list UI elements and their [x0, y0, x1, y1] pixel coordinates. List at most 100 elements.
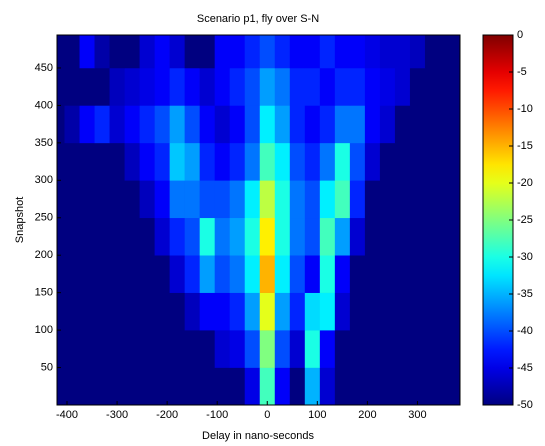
heatmap-cell	[124, 292, 140, 331]
heatmap-cell	[184, 105, 200, 144]
heatmap-cell	[229, 180, 246, 219]
heatmap-cell	[454, 67, 460, 106]
heatmap-cell	[349, 180, 366, 219]
heatmap-cell	[109, 367, 125, 405]
heatmap-cell	[64, 367, 80, 405]
heatmap-cell	[349, 330, 366, 368]
heatmap-cell	[94, 105, 110, 144]
heatmap-cell	[64, 292, 80, 331]
heatmap-cell	[319, 367, 336, 405]
heatmap-cell	[184, 217, 200, 256]
colorbar-tick-label: -15	[517, 140, 533, 152]
heatmap-cell	[379, 367, 396, 405]
heatmap-cell	[319, 180, 336, 219]
heatmap-cell	[259, 367, 276, 405]
heatmap-cell	[214, 292, 231, 331]
heatmap-cell	[424, 180, 441, 219]
heatmap-cell	[454, 142, 460, 181]
heatmap-cell	[334, 180, 351, 219]
x-tick-label: -100	[206, 409, 228, 421]
y-tick-label: 350	[35, 137, 53, 149]
heatmap-cell	[94, 217, 110, 256]
heatmap-cell	[349, 217, 366, 256]
heatmap-cell	[319, 67, 336, 106]
heatmap-cell	[274, 330, 291, 368]
x-tick-label: -200	[156, 409, 178, 421]
heatmap-cell	[334, 255, 351, 293]
heatmap-cell	[244, 255, 261, 293]
heatmap-cell	[124, 67, 140, 106]
heatmap-cell	[424, 255, 441, 293]
heatmap-cell	[184, 367, 200, 405]
heatmap-cell	[154, 255, 170, 293]
heatmap-cell	[394, 105, 411, 144]
heatmap-cell	[334, 217, 351, 256]
heatmap-cell	[409, 142, 426, 181]
heatmap-cell	[289, 255, 306, 293]
heatmap-cell	[379, 35, 396, 69]
heatmap-cell	[289, 180, 306, 219]
heatmap-cell	[304, 67, 321, 106]
heatmap-cell	[214, 142, 231, 181]
heatmap-cell	[334, 35, 351, 69]
heatmap-cell	[394, 367, 411, 405]
heatmap-cell	[79, 292, 95, 331]
y-tick-label: 250	[35, 212, 53, 224]
heatmap-cell	[184, 255, 200, 293]
heatmap-cell	[259, 142, 276, 181]
heatmap	[57, 35, 460, 405]
heatmap-cell	[199, 35, 215, 69]
heatmap-cell	[364, 142, 381, 181]
colorbar-tick-label: -5	[517, 66, 527, 78]
heatmap-cell	[304, 142, 321, 181]
heatmap-cell	[439, 217, 456, 256]
heatmap-cell	[229, 255, 246, 293]
heatmap-cell	[259, 217, 276, 256]
heatmap-cell	[64, 330, 80, 368]
heatmap-cell	[454, 255, 460, 293]
heatmap-cell	[304, 367, 321, 405]
heatmap-cell	[244, 180, 261, 219]
colorbar	[482, 34, 514, 406]
heatmap-cell	[79, 217, 95, 256]
heatmap-cell	[304, 330, 321, 368]
heatmap-cell	[289, 217, 306, 256]
heatmap-cell	[79, 35, 95, 69]
heatmap-cell	[229, 105, 246, 144]
heatmap-cell	[214, 330, 231, 368]
x-tick-label: 100	[308, 409, 326, 421]
heatmap-cell	[319, 255, 336, 293]
heatmap-cell	[229, 67, 246, 106]
heatmap-cell	[154, 330, 170, 368]
heatmap-cell	[154, 292, 170, 331]
colorbar-tick-label: -35	[517, 288, 533, 300]
heatmap-cell	[139, 330, 155, 368]
heatmap-cell	[109, 35, 125, 69]
heatmap-cell	[94, 180, 110, 219]
heatmap-cell	[409, 367, 426, 405]
heatmap-cell	[184, 292, 200, 331]
heatmap-cell	[259, 292, 276, 331]
y-tick-label: 300	[35, 174, 53, 186]
heatmap-cell	[349, 67, 366, 106]
heatmap-cell	[379, 142, 396, 181]
heatmap-cell	[64, 105, 80, 144]
colorbar-tick-label: -45	[517, 362, 533, 374]
heatmap-cell	[124, 367, 140, 405]
heatmap-cell	[139, 35, 155, 69]
heatmap-cell	[274, 35, 291, 69]
y-tick-label: 400	[35, 99, 53, 111]
heatmap-cell	[394, 67, 411, 106]
heatmap-cell	[409, 217, 426, 256]
heatmap-cell	[379, 180, 396, 219]
heatmap-cell	[394, 255, 411, 293]
heatmap-cell	[394, 330, 411, 368]
heatmap-cell	[439, 367, 456, 405]
heatmap-cell	[409, 105, 426, 144]
heatmap-cell	[364, 105, 381, 144]
heatmap-cell	[199, 67, 215, 106]
heatmap-cell	[169, 35, 185, 69]
heatmap-cell	[409, 67, 426, 106]
heatmap-cell	[94, 35, 110, 69]
heatmap-cell	[154, 67, 170, 106]
